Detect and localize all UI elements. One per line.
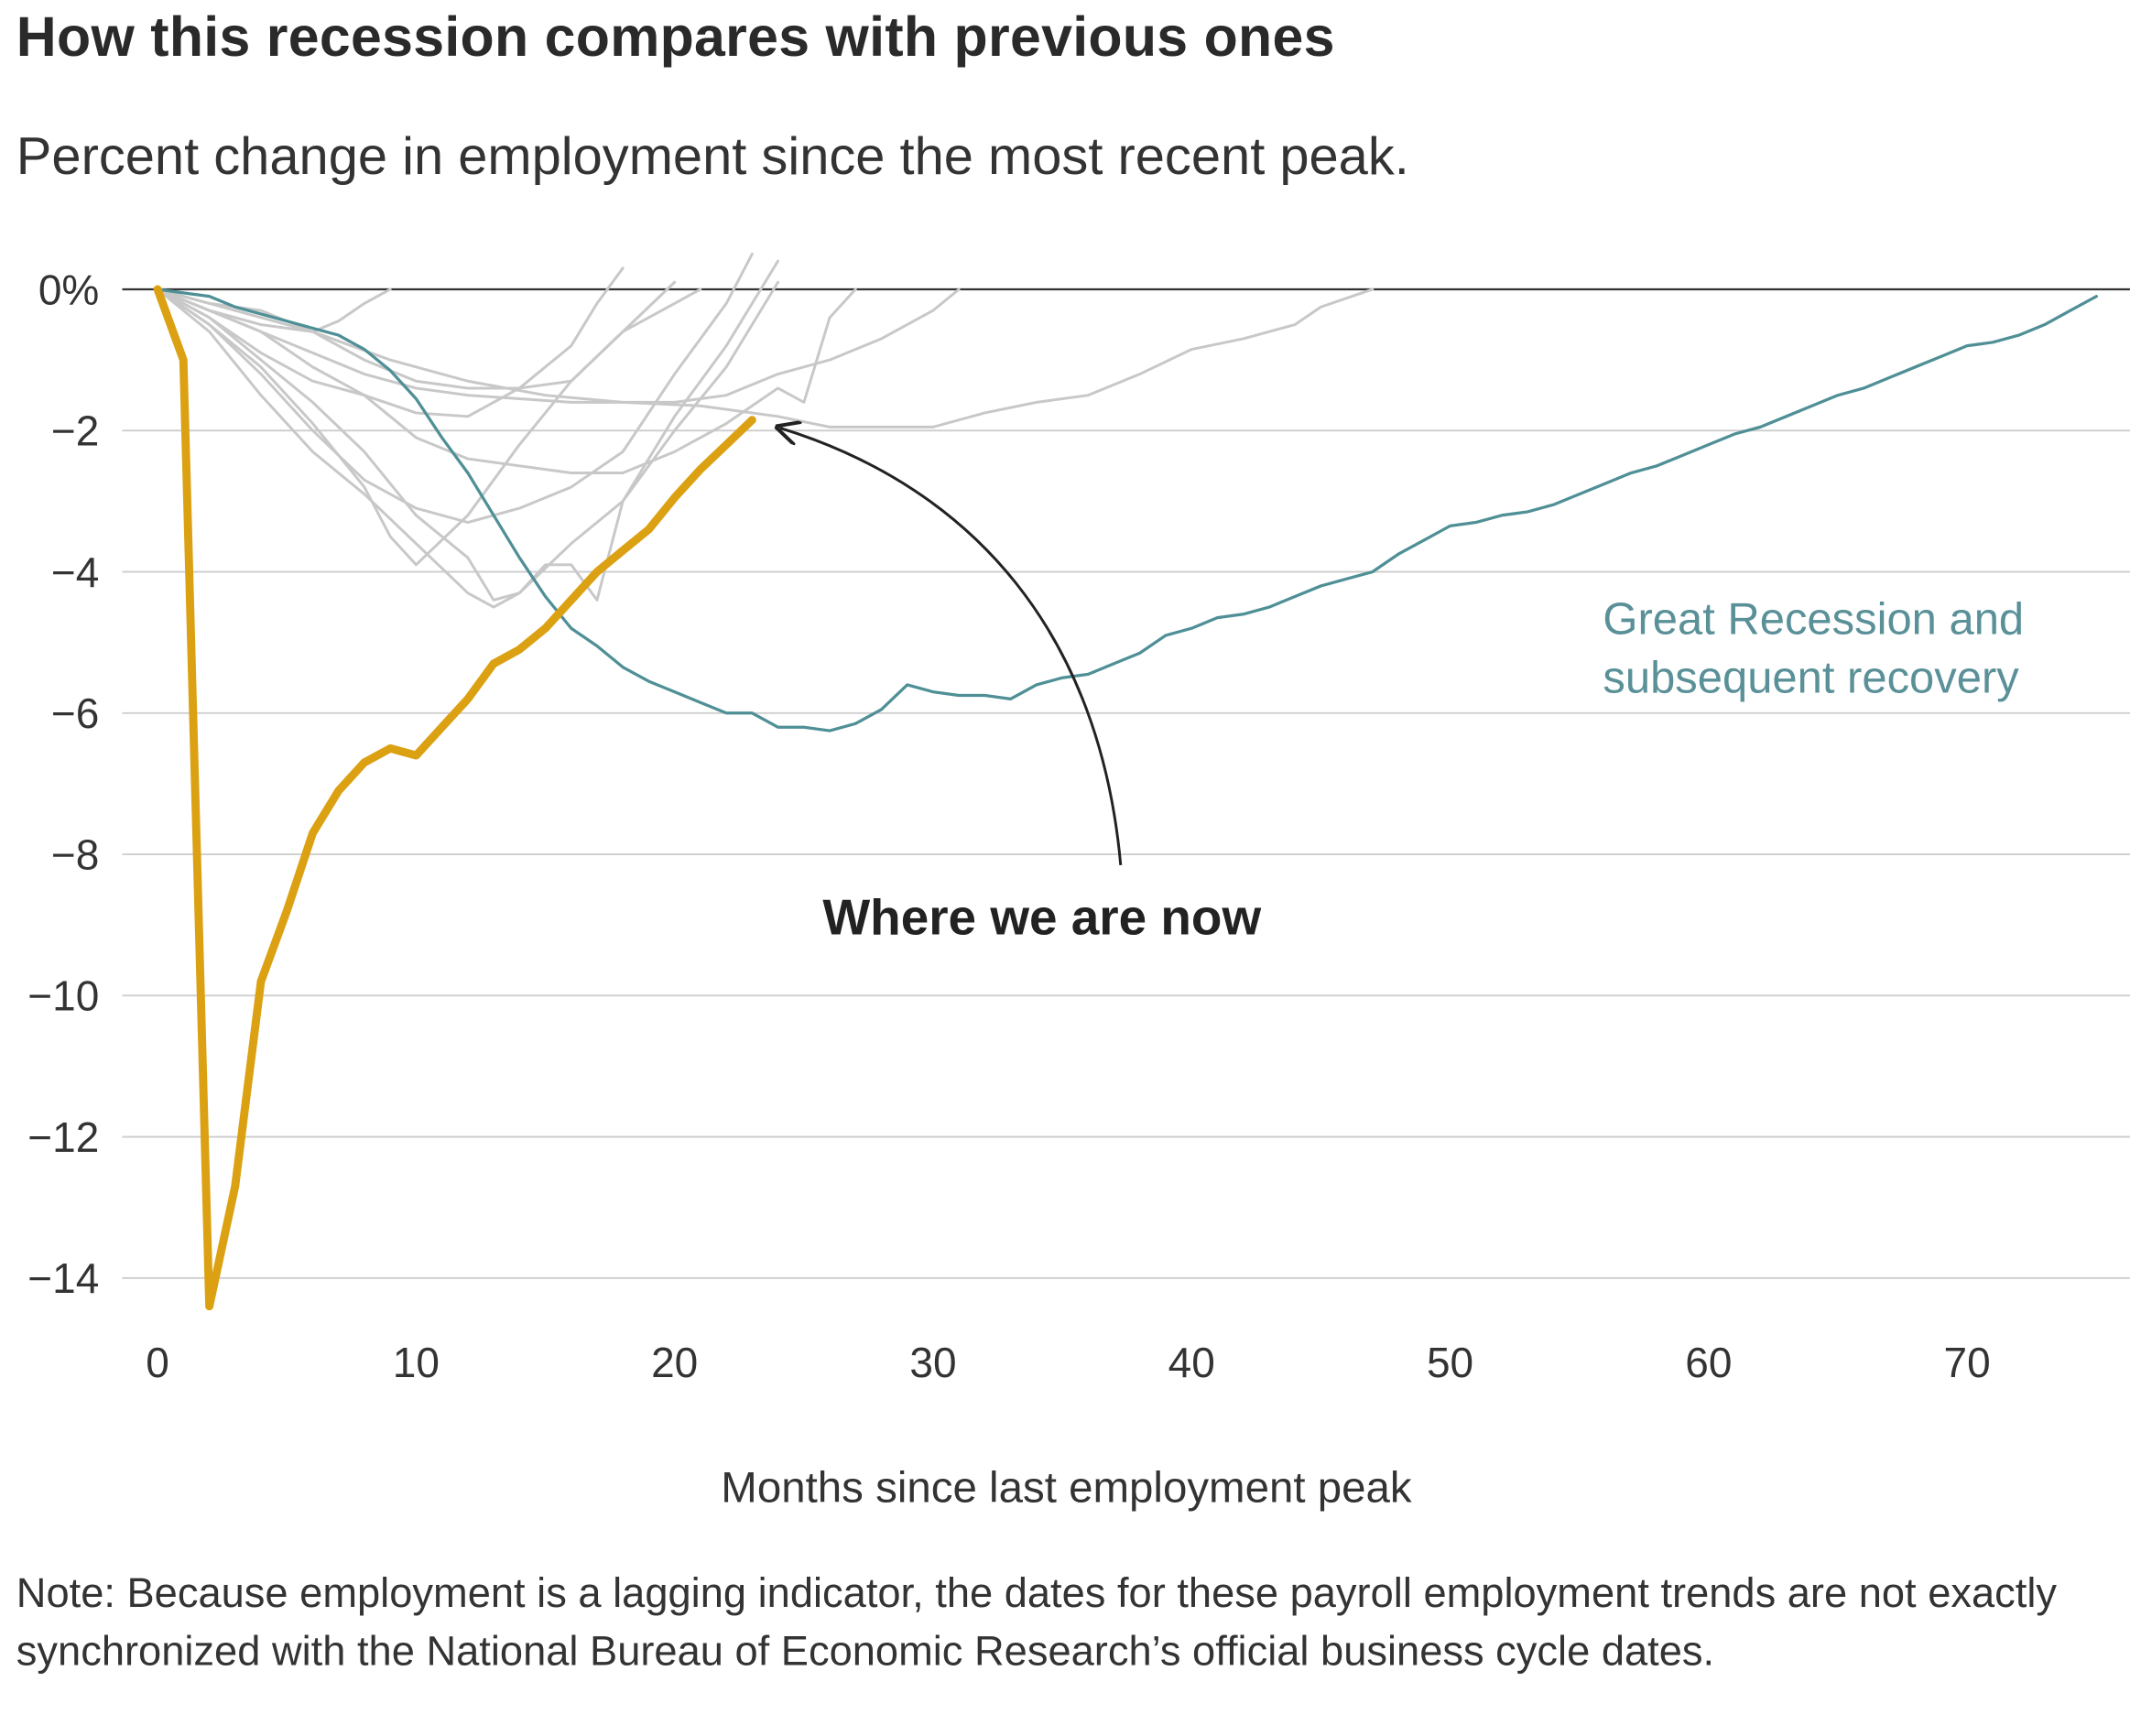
previous-recession-line bbox=[156, 288, 1375, 429]
x-tick-label: 60 bbox=[1685, 1339, 1732, 1386]
chart-subtitle: Percent change in employment since the m… bbox=[16, 127, 1409, 187]
y-tick-label: −4 bbox=[51, 548, 99, 596]
great-recession-label-line1: Great Recession and bbox=[1603, 595, 2024, 645]
y-tick-label: 0% bbox=[38, 266, 99, 313]
x-tick-label: 0 bbox=[146, 1339, 169, 1386]
x-tick-label: 70 bbox=[1944, 1339, 1991, 1386]
x-axis-title: Months since last employment peak bbox=[721, 1464, 1412, 1513]
previous-recession-line bbox=[156, 259, 780, 602]
previous-recession-line bbox=[156, 288, 857, 475]
x-tick-label: 10 bbox=[393, 1339, 440, 1386]
y-tick-label: −12 bbox=[27, 1113, 99, 1161]
current-recession-line bbox=[153, 285, 756, 1311]
y-tick-label: −8 bbox=[51, 830, 99, 878]
previous-recession-line bbox=[156, 280, 780, 609]
line-chart: 0% −2 −4 −6 −8 −10 −12 −14 0 10 20 30 40 50 60 70 Where… bbox=[27, 252, 2130, 1513]
chart-title: How this recession compares with previou… bbox=[16, 5, 1335, 69]
x-tick-label: 40 bbox=[1168, 1339, 1215, 1386]
previous-recession-line bbox=[156, 288, 961, 404]
previous-recession-line bbox=[156, 252, 754, 524]
y-tick-label: −6 bbox=[51, 689, 99, 737]
y-tick-label: −2 bbox=[51, 407, 99, 455]
previous-recession-line bbox=[156, 288, 392, 333]
great-recession-line bbox=[156, 288, 2098, 732]
annotation-arrow bbox=[779, 428, 1123, 866]
x-tick-label: 30 bbox=[909, 1339, 956, 1386]
previous-recession-line bbox=[156, 288, 702, 567]
previous-recession-line bbox=[156, 266, 625, 418]
great-recession-label-line2: subsequent recovery bbox=[1603, 654, 2019, 703]
x-tick-label: 50 bbox=[1427, 1339, 1473, 1386]
chart-note: Note: Because employment is a lagging in… bbox=[16, 1569, 2058, 1676]
y-tick-label: −14 bbox=[27, 1254, 99, 1302]
y-tick-label: −10 bbox=[27, 972, 99, 1020]
x-tick-label: 20 bbox=[651, 1339, 698, 1386]
annotation-label: Where we are now bbox=[822, 889, 1261, 946]
